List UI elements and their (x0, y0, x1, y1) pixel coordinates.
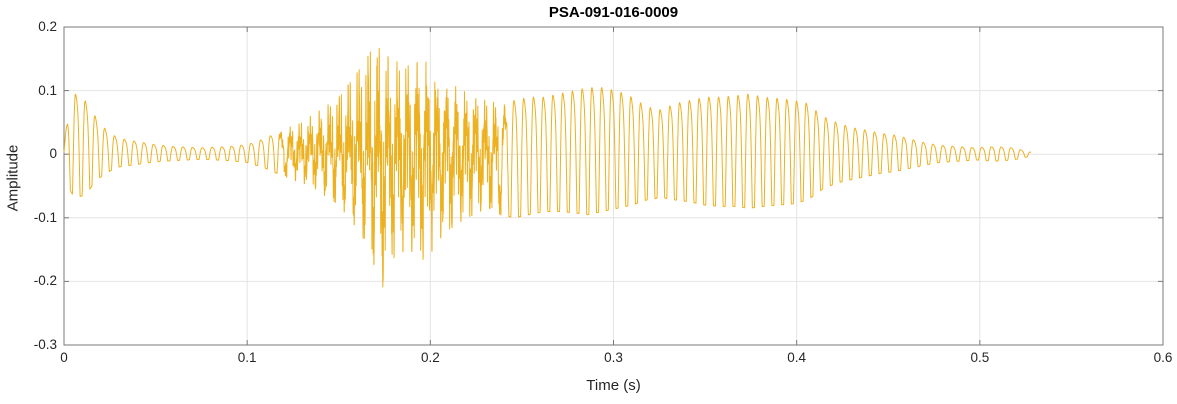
x-tick-label: 0 (60, 350, 68, 365)
chart-title: PSA-091-016-0009 (548, 4, 679, 21)
x-tick-label: 0.1 (237, 350, 257, 365)
y-tick-label: 0.1 (38, 82, 57, 98)
x-tick-label: 0.3 (604, 350, 623, 365)
x-tick-label: 0.4 (787, 350, 807, 365)
x-tick-label: 0.2 (420, 350, 440, 365)
y-tick-label: 0.2 (38, 19, 57, 34)
y-tick-label: -0.3 (33, 337, 57, 352)
y-tick-label: -0.1 (33, 209, 57, 225)
waveform-path (63, 47, 1032, 288)
x-tick-label: 0.6 (1153, 350, 1173, 365)
y-tick-label: -0.2 (33, 273, 57, 289)
x-axis-label: Time (s) (586, 377, 641, 394)
x-tick-label: 0.5 (970, 350, 990, 365)
y-tick-label: 0 (49, 146, 57, 162)
